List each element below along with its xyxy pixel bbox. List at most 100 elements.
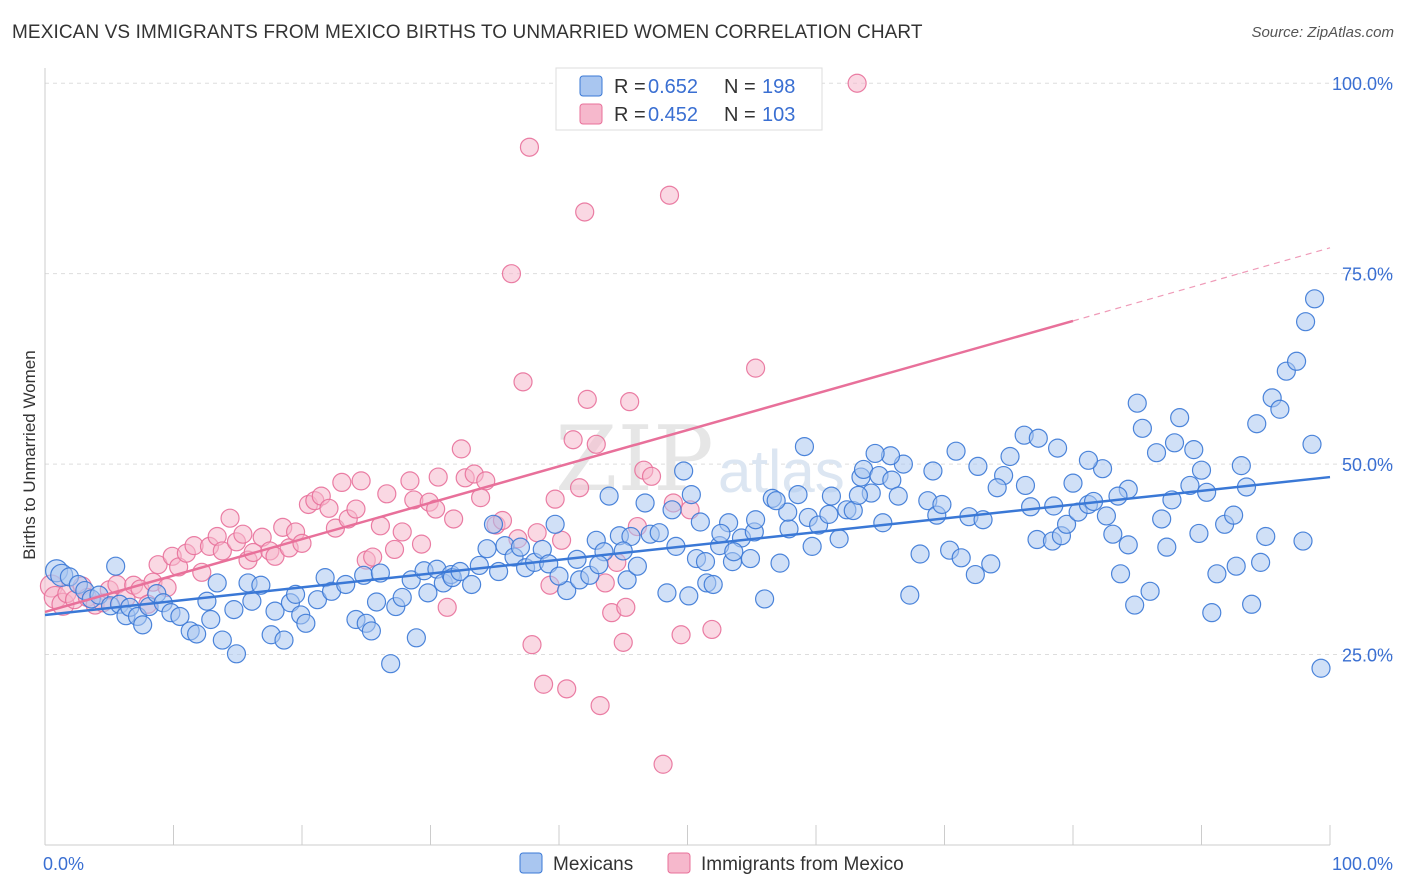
immigrants-point bbox=[346, 499, 366, 519]
x-tick-labels: 0.0% 100.0% bbox=[43, 854, 1393, 874]
mexicans-point bbox=[674, 461, 694, 481]
y-tick-label-25: 25.0% bbox=[1342, 646, 1393, 666]
mexicans-point bbox=[829, 529, 849, 549]
mexicans-point bbox=[1293, 531, 1313, 551]
legend-r-label-mexicans: R = bbox=[614, 76, 646, 98]
mexicans-point bbox=[679, 586, 699, 606]
mexicans-point bbox=[770, 553, 790, 573]
mexicans-point bbox=[462, 574, 482, 595]
trendline-immigrants-extension bbox=[1072, 247, 1331, 322]
mexicans-point bbox=[510, 537, 531, 557]
immigrants-point bbox=[451, 439, 471, 459]
mexicans-point bbox=[1152, 509, 1172, 529]
immigrants-point bbox=[586, 434, 606, 454]
mexicans-point bbox=[1189, 523, 1209, 544]
mexicans-point bbox=[274, 630, 294, 650]
immigrants-point bbox=[437, 597, 457, 617]
mexicans-point bbox=[1103, 524, 1123, 544]
mexicans-point bbox=[361, 621, 381, 641]
legend-bottom-swatch-immigrants bbox=[667, 852, 691, 874]
mexicans-point bbox=[968, 456, 988, 477]
mexicans-point bbox=[900, 585, 920, 605]
mexicans-point bbox=[366, 592, 387, 612]
mexicans-point bbox=[1108, 486, 1128, 506]
mexicans-point bbox=[766, 491, 786, 511]
mexicans-point bbox=[802, 536, 822, 556]
mexicans-point bbox=[1270, 399, 1290, 419]
mexicans-point bbox=[649, 523, 669, 543]
mexicans-point bbox=[703, 574, 723, 595]
immigrants-point bbox=[569, 478, 590, 498]
mexicans-point bbox=[1251, 552, 1271, 572]
mexicans-point bbox=[910, 544, 930, 564]
legend-swatch-immigrants bbox=[579, 103, 603, 125]
trendline-mexicans bbox=[44, 475, 1331, 617]
y-tick-label-50: 50.0% bbox=[1342, 455, 1393, 475]
mexicans-point bbox=[1302, 434, 1322, 454]
mexicans-point bbox=[946, 441, 966, 461]
legend-n-label-mexicans: N = bbox=[724, 76, 756, 98]
legend-n-label-immigrants: N = bbox=[724, 104, 756, 126]
mexicans-point bbox=[406, 628, 426, 648]
mexicans-point bbox=[662, 500, 682, 520]
mexicans-point bbox=[549, 566, 569, 586]
mexicans-point bbox=[1311, 658, 1331, 678]
mexicans-point bbox=[483, 514, 504, 534]
mexicans-point bbox=[1197, 482, 1217, 502]
immigrants-point bbox=[519, 137, 540, 157]
mexicans-point bbox=[951, 548, 971, 568]
series-mexicans-points bbox=[44, 289, 1331, 678]
immigrants-point bbox=[233, 524, 253, 544]
immigrants-point bbox=[577, 389, 597, 409]
immigrants-point bbox=[411, 534, 432, 554]
mexicans-point bbox=[106, 556, 126, 576]
mexicans-point bbox=[724, 542, 744, 562]
mexicans-point bbox=[1132, 418, 1152, 438]
mexicans-point bbox=[635, 493, 655, 513]
mexicans-point bbox=[1056, 514, 1077, 534]
mexicans-point bbox=[888, 486, 908, 506]
mexicans-point bbox=[1226, 556, 1246, 576]
immigrants-point bbox=[522, 635, 542, 655]
mexicans-point bbox=[1157, 537, 1177, 557]
mexicans-point bbox=[381, 654, 401, 674]
mexicans-point bbox=[599, 486, 619, 506]
mexicans-point bbox=[1304, 289, 1325, 309]
mexicans-point bbox=[201, 609, 221, 630]
legend-bottom-label-mexicans: Mexicans bbox=[553, 854, 633, 875]
mexicans-point bbox=[819, 504, 839, 524]
immigrants-point bbox=[847, 73, 867, 93]
mexicans-point bbox=[1247, 414, 1267, 434]
mexicans-point bbox=[1047, 438, 1068, 458]
mexicans-point bbox=[711, 523, 731, 544]
immigrants-point bbox=[641, 466, 662, 486]
source-credit: Source: ZipAtlas.com bbox=[1251, 24, 1394, 41]
mexicans-point bbox=[613, 541, 633, 561]
trendlines bbox=[44, 247, 1331, 617]
mexicans-point bbox=[224, 600, 244, 620]
mexicans-point bbox=[285, 584, 306, 604]
mexicans-point bbox=[1170, 408, 1190, 428]
immigrants-point bbox=[616, 597, 636, 617]
immigrants-point bbox=[319, 498, 339, 518]
mexicans-point bbox=[212, 630, 232, 650]
mexicans-point bbox=[932, 494, 952, 515]
immigrants-point bbox=[653, 754, 673, 774]
mexicans-point bbox=[1078, 450, 1099, 470]
mexicans-point bbox=[788, 484, 808, 505]
mexicans-point bbox=[170, 606, 190, 627]
immigrants-point bbox=[392, 522, 412, 542]
mexicans-point bbox=[821, 486, 842, 506]
immigrants-point bbox=[444, 509, 464, 529]
mexicans-point bbox=[794, 436, 815, 457]
legend-n-value-immigrants: 103 bbox=[762, 104, 795, 126]
immigrants-point bbox=[332, 472, 352, 492]
legend-bottom-label-immigrants: Immigrants from Mexico bbox=[701, 854, 904, 875]
immigrants-point bbox=[702, 619, 722, 640]
mexicans-point bbox=[923, 461, 943, 481]
x-tick-label-min: 0.0% bbox=[43, 854, 84, 874]
mexicans-point bbox=[1020, 497, 1041, 517]
mexicans-point bbox=[1015, 475, 1036, 496]
immigrants-point bbox=[557, 679, 577, 699]
legend-stats: R = 0.652 N = 198 R = 0.452 N = 103 bbox=[555, 67, 823, 131]
